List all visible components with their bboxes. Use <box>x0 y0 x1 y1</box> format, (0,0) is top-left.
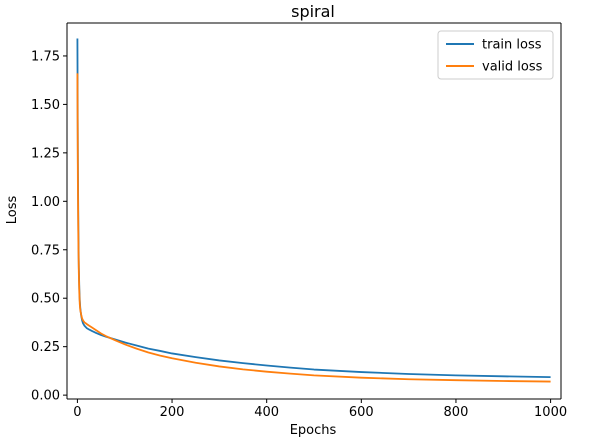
y-tick-label: 0.75 <box>31 243 60 258</box>
series-line-valid-loss <box>76 73 551 383</box>
x-axis-label: Epochs <box>290 423 337 438</box>
y-tick-label: 1.75 <box>31 49 60 64</box>
y-tick-label: 1.00 <box>31 195 60 210</box>
x-tick-label: 400 <box>254 405 279 420</box>
y-tick-label: 0.25 <box>31 340 60 355</box>
legend: train loss valid loss <box>437 30 554 80</box>
x-tick-label: 200 <box>160 405 185 420</box>
y-tick-label: 1.50 <box>31 98 60 113</box>
x-axis: 0 200 400 600 800 1000 <box>73 399 567 420</box>
x-tick-label: 1000 <box>534 405 567 420</box>
x-tick-label: 0 <box>73 405 81 420</box>
series-layer <box>76 38 551 383</box>
y-tick-label: 1.25 <box>31 146 60 161</box>
x-tick-label: 800 <box>444 405 469 420</box>
legend-label: train loss <box>482 38 542 53</box>
y-axis-label: Loss <box>5 196 20 225</box>
chart-title: spiral <box>291 2 335 21</box>
legend-label: valid loss <box>482 60 543 75</box>
x-tick-label: 600 <box>349 405 374 420</box>
plot-area <box>67 23 561 399</box>
y-tick-label: 0.50 <box>31 292 60 307</box>
y-tick-label: 0.00 <box>31 389 60 404</box>
plot-background <box>67 23 561 399</box>
y-axis: 0.00 0.25 0.50 0.75 1.00 1.25 1.50 1.75 <box>31 49 67 404</box>
